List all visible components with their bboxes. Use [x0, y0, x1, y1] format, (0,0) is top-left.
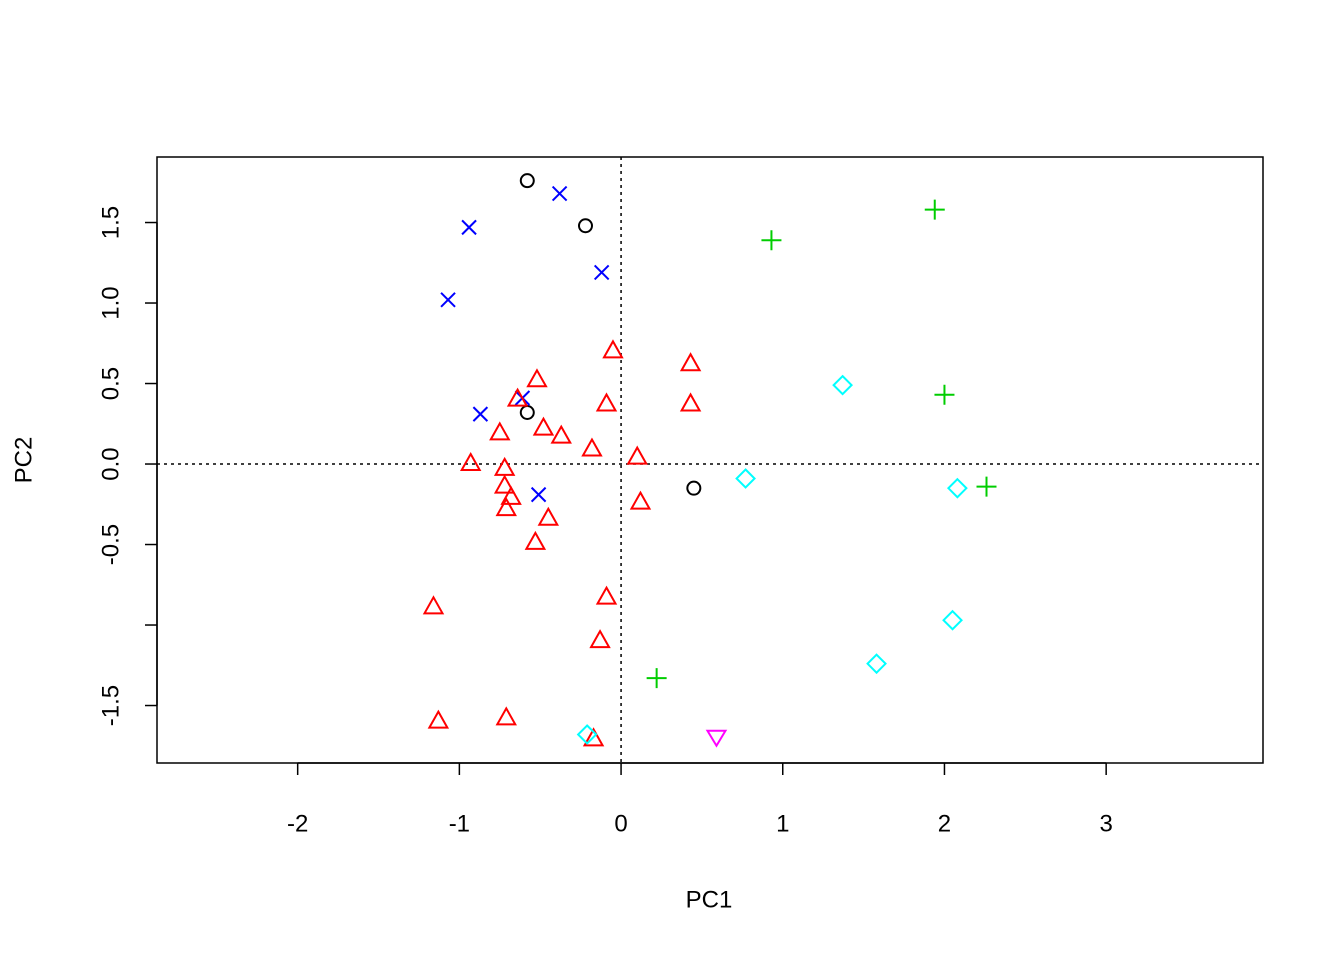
- point: [946, 477, 968, 499]
- point: [422, 595, 445, 615]
- point: [679, 352, 702, 372]
- point: [686, 480, 702, 496]
- point: [461, 219, 477, 236]
- point: [519, 173, 535, 189]
- point: [593, 264, 610, 281]
- point: [489, 421, 511, 441]
- x-tick-label: -2: [287, 810, 308, 837]
- point: [646, 668, 667, 689]
- y-tick-label: 1.5: [97, 206, 124, 239]
- point: [551, 185, 568, 202]
- point: [537, 506, 560, 526]
- point: [679, 392, 702, 412]
- x-axis-label: PC1: [686, 886, 733, 913]
- y-tick-label: 1.0: [97, 286, 124, 319]
- point: [495, 706, 517, 726]
- point: [866, 653, 887, 675]
- point: [581, 437, 603, 457]
- point: [761, 230, 782, 251]
- point: [602, 339, 624, 359]
- y-axis-label: PC2: [10, 437, 37, 484]
- plot-frame: [156, 156, 1264, 764]
- point: [735, 468, 756, 489]
- x-tick-label: 2: [938, 810, 951, 837]
- point: [472, 406, 489, 422]
- point: [524, 530, 547, 550]
- point: [595, 585, 618, 605]
- point: [629, 490, 652, 510]
- point: [493, 456, 516, 476]
- point: [924, 199, 945, 220]
- point: [942, 609, 963, 631]
- point: [705, 729, 728, 748]
- point: [495, 497, 517, 517]
- point: [526, 368, 548, 388]
- x-tick-label: 3: [1099, 810, 1112, 837]
- point: [427, 709, 450, 729]
- point: [519, 405, 535, 421]
- point: [530, 486, 547, 503]
- point: [626, 445, 648, 465]
- x-tick-label: 1: [776, 810, 789, 837]
- point: [589, 629, 611, 649]
- point: [493, 474, 516, 494]
- point: [976, 476, 997, 497]
- y-tick-label: 0.5: [97, 367, 124, 400]
- y-tick-label: -0.5: [97, 524, 124, 565]
- point: [832, 374, 854, 396]
- point: [934, 384, 955, 405]
- point: [577, 218, 593, 234]
- y-tick-label: -1.5: [97, 685, 124, 726]
- point: [440, 292, 456, 308]
- point: [459, 451, 482, 472]
- x-tick-label: -1: [449, 810, 470, 837]
- point: [532, 416, 555, 436]
- point: [506, 387, 529, 407]
- point: [576, 724, 598, 745]
- x-tick-label: 0: [614, 810, 627, 837]
- point: [500, 485, 522, 505]
- point: [550, 424, 572, 444]
- y-tick-label: 0.0: [97, 447, 124, 480]
- point: [595, 392, 618, 412]
- point: [582, 727, 605, 747]
